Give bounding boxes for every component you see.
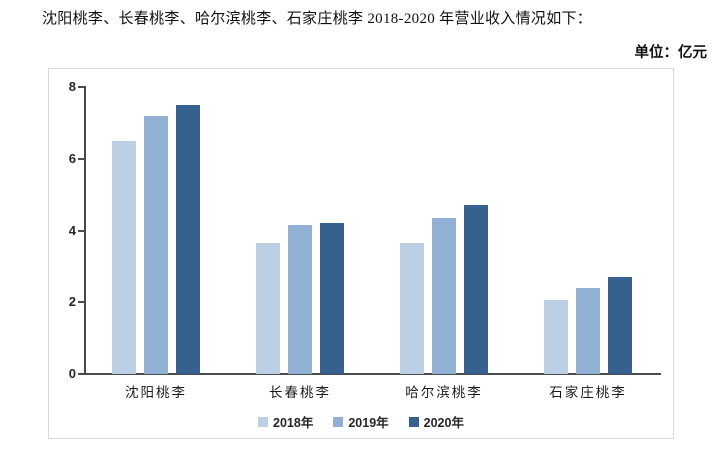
- y-tick-label: 0: [68, 366, 76, 381]
- y-tick-label: 4: [68, 222, 76, 238]
- y-tick-mark: [78, 373, 84, 375]
- bar: [400, 243, 424, 374]
- y-tick-mark: [78, 229, 84, 232]
- y-tick-mark: [78, 157, 84, 160]
- bar: [176, 104, 200, 374]
- category-label: 沈阳桃李: [125, 385, 187, 400]
- unit-label: 单位：亿元: [634, 45, 708, 61]
- bar: [544, 300, 568, 374]
- legend-swatch-icon: [408, 416, 419, 427]
- legend: 2018年 2019年 2020年: [49, 412, 673, 431]
- bar: [576, 287, 600, 374]
- chart-caption: 沈阳桃李、长春桃李、哈尔滨桃李、石家庄桃李 2018-2020 年营业收入情况如…: [42, 11, 593, 27]
- legend-item: 2019年: [333, 412, 389, 431]
- bar-group: [516, 87, 660, 374]
- y-tick-label: 6: [68, 150, 76, 166]
- bar: [432, 217, 456, 374]
- category-label: 石家庄桃李: [549, 385, 627, 400]
- legend-item: 2018年: [258, 412, 313, 431]
- y-tick-label: 2: [68, 294, 76, 310]
- x-axis-line: [84, 373, 661, 375]
- y-tick-label: 8: [68, 79, 76, 94]
- y-axis-line: [84, 86, 86, 375]
- y-tick-mark: [78, 86, 84, 88]
- bar: [256, 243, 280, 374]
- bar: [464, 205, 488, 374]
- legend-swatch-icon: [258, 416, 269, 427]
- bar-group: [372, 87, 516, 374]
- legend-label: 2020年: [423, 416, 464, 430]
- bar-chart: 2018年 2019年 2020年 0 2 4 6 8 沈阳桃李 长春桃李 哈尔滨桃李 石家庄桃李: [48, 68, 674, 439]
- legend-label: 2019年: [348, 416, 389, 430]
- y-tick-mark: [78, 301, 84, 304]
- legend-swatch-icon: [333, 416, 344, 427]
- category-label: 哈尔滨桃李: [405, 385, 483, 400]
- bar: [320, 223, 344, 374]
- bar: [144, 115, 168, 374]
- bar: [288, 225, 312, 374]
- bar-group: [228, 87, 372, 374]
- legend-label: 2018年: [273, 416, 314, 430]
- legend-item: 2020年: [408, 412, 464, 431]
- category-label: 长春桃李: [269, 385, 331, 400]
- bar: [112, 140, 136, 374]
- bar-group: [84, 87, 228, 374]
- bar: [608, 277, 632, 374]
